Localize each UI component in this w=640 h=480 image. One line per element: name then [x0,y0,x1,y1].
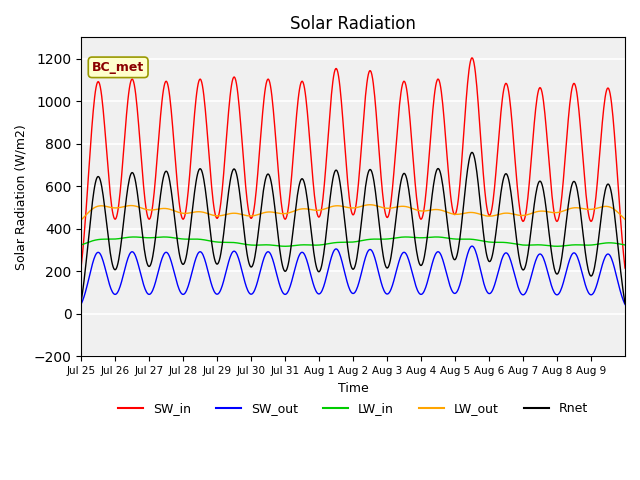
LW_in [141,235,149,240]
Rnet [409,221,417,227]
Title: Solar Radiation: Solar Radiation [290,15,416,33]
LW_in [268,242,276,248]
Line: Rnet: Rnet [81,152,625,303]
LW_in [410,235,417,240]
Rnet [141,251,149,256]
Text: BC_met: BC_met [92,61,144,74]
LW_out [141,206,149,212]
SW_out [141,286,149,291]
SW_in [468,55,476,61]
LW_out [621,216,629,222]
SW_in [289,163,296,169]
X-axis label: Time: Time [338,382,369,395]
LW_in [77,242,85,248]
SW_out [77,301,85,307]
LW_out [77,217,85,223]
LW_out [410,206,417,212]
SW_in [268,93,276,99]
LW_in [402,234,410,240]
SW_out [268,254,276,260]
SW_out [440,259,447,265]
Legend: SW_in, SW_out, LW_in, LW_out, Rnet: SW_in, SW_out, LW_in, LW_out, Rnet [113,397,593,420]
LW_in [241,241,249,247]
SW_in [440,109,447,115]
SW_out [289,276,296,281]
Line: LW_out: LW_out [81,205,625,220]
Line: SW_in: SW_in [81,58,625,268]
Y-axis label: Solar Radiation (W/m2): Solar Radiation (W/m2) [15,124,28,270]
Rnet [77,299,85,304]
LW_out [440,208,448,214]
LW_out [241,212,249,218]
Line: SW_out: SW_out [81,246,625,304]
LW_out [268,209,276,215]
LW_out [289,209,296,215]
SW_out [468,243,476,249]
LW_in [440,235,448,240]
SW_in [241,175,249,181]
SW_out [409,273,417,279]
LW_in [621,242,629,248]
SW_out [241,279,249,285]
SW_in [77,264,85,270]
Line: LW_in: LW_in [81,237,625,246]
Rnet [440,188,447,193]
SW_out [621,301,629,307]
LW_out [366,202,374,208]
Rnet [241,236,249,241]
SW_in [141,197,149,203]
LW_in [553,243,561,249]
SW_in [409,155,417,160]
Rnet [621,300,629,306]
Rnet [289,233,296,239]
Rnet [468,149,476,155]
LW_in [289,243,296,249]
Rnet [268,183,276,189]
SW_in [621,265,629,271]
